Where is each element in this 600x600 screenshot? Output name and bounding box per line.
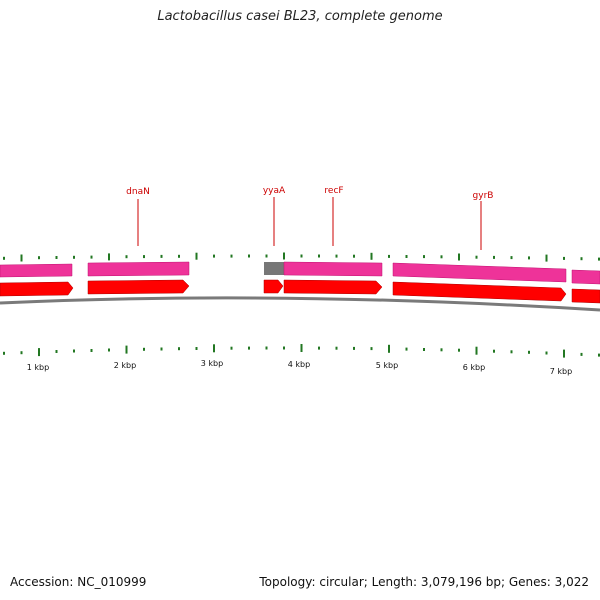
gene-callout-yyaA: yyaA (263, 186, 286, 246)
kbp-label: 7 kbp (550, 367, 572, 376)
gene-label: recF (324, 186, 343, 196)
red-gene-arrow (0, 281, 74, 297)
pink-gene-block (571, 269, 600, 285)
gray-gene-block (264, 262, 284, 275)
pink-gene-block (283, 261, 383, 277)
genome-title: Lactobacillus casei BL23, complete genom… (157, 9, 443, 24)
red-gene-arrow (87, 279, 190, 295)
kbp-label: 2 kbp (114, 361, 136, 370)
red-gene-arrow (263, 279, 284, 294)
kbp-label: 6 kbp (463, 363, 485, 372)
kbp-scale: 1 kbp 2 kbp 3 kbp 4 kbp 5 kbp 6 kbp 7 kb… (27, 359, 572, 376)
genome-summary-text: Topology: circular; Length: 3,079,196 bp… (259, 575, 589, 589)
red-gene-arrow (283, 279, 383, 295)
accession-text: Accession: NC_010999 (10, 575, 147, 589)
gene-callout-dnaN: dnaN (126, 187, 150, 246)
inner-tick-row (3, 344, 600, 358)
kbp-label: 3 kbp (201, 359, 223, 368)
pink-gene-block (392, 262, 567, 283)
genome-backbone (0, 296, 600, 312)
pink-gene-block (0, 263, 73, 278)
outer-tick-row (3, 252, 600, 262)
gene-callout-gyrB: gyrB (473, 191, 494, 250)
red-gene-track (0, 279, 600, 304)
kbp-label: 5 kbp (376, 361, 398, 370)
gene-label: dnaN (126, 187, 150, 197)
kbp-label: 4 kbp (288, 360, 310, 369)
gene-callouts: dnaN yyaA recF gyrB (126, 186, 493, 250)
pink-gene-track (0, 261, 600, 285)
gene-label: gyrB (473, 191, 494, 201)
gene-callout-recF: recF (324, 186, 344, 246)
red-gene-arrow (392, 281, 567, 302)
gene-label: yyaA (263, 186, 286, 196)
pink-gene-block (87, 261, 190, 277)
red-gene-arrow (571, 288, 600, 304)
kbp-label: 1 kbp (27, 363, 49, 372)
